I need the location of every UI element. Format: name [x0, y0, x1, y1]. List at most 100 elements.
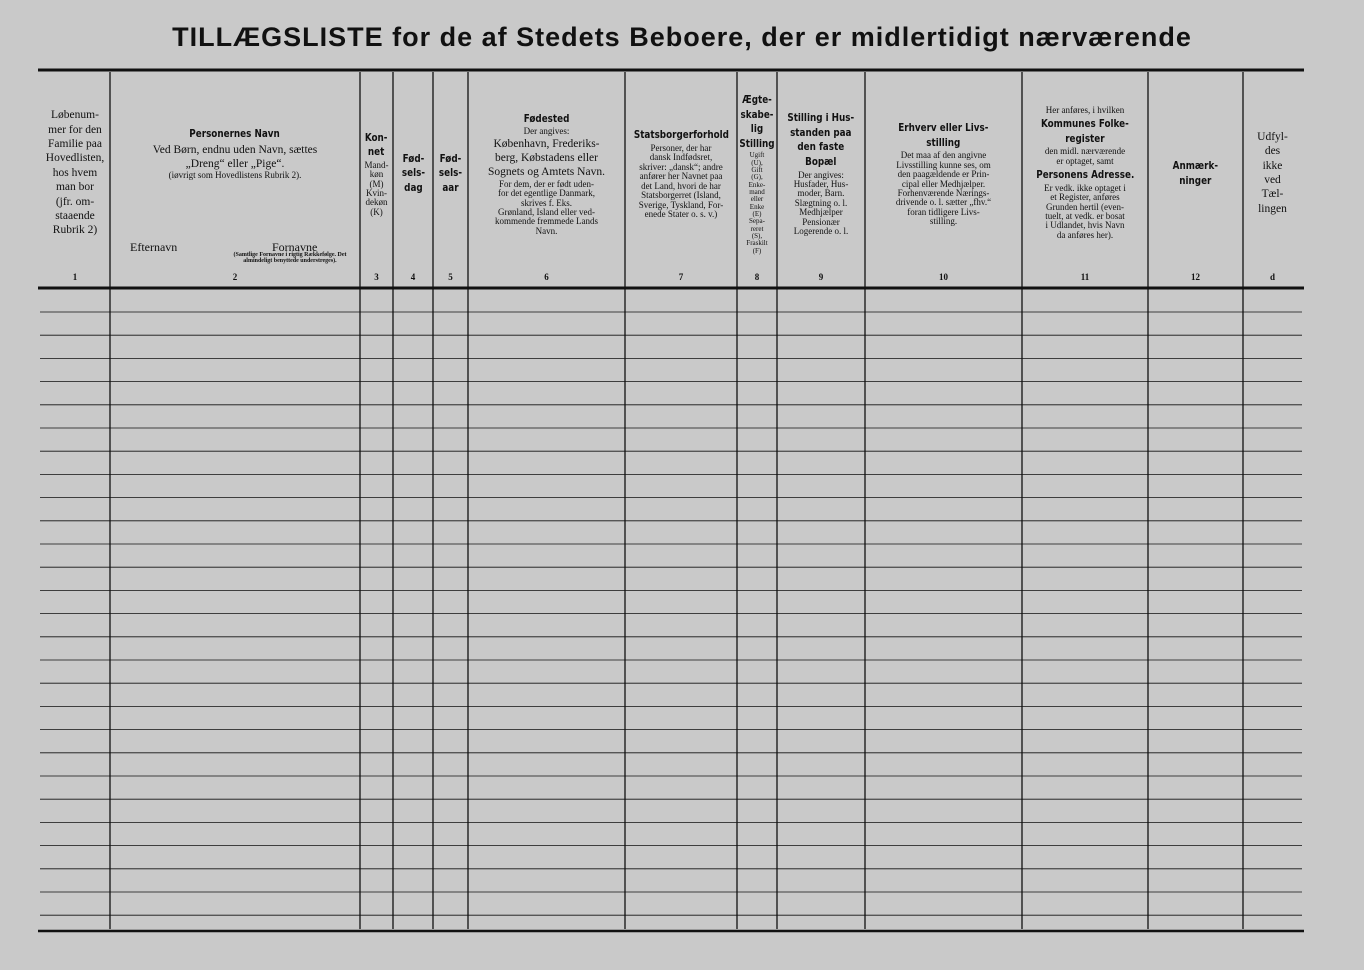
header-text: Ugift	[749, 151, 765, 160]
header-text: Tæl-	[1261, 188, 1284, 201]
header-part: Kommunes Folke-register	[1030, 115, 1140, 147]
column-number: 10	[939, 272, 948, 282]
header-text: sels-	[438, 166, 463, 180]
header-part: Her anføres, i hvilken	[1045, 104, 1125, 115]
header-text: staaende	[55, 209, 95, 222]
header-text: Grunden hertil (even-	[1046, 201, 1124, 212]
header-text: Bopæl	[805, 155, 837, 169]
column-number: 6	[544, 272, 549, 282]
header-text: for det egentlige Danmark,	[498, 188, 595, 199]
surname-label: Efternavn	[130, 240, 178, 254]
header-text: (G),	[751, 173, 763, 182]
header-part: Fød-sels-aar	[436, 150, 465, 197]
header-text: stilling.	[929, 216, 958, 227]
header-text: Gift	[751, 165, 763, 174]
header-part: Udfyl-des ikke ved Tæl-lingen	[1257, 130, 1288, 216]
header-text: Kvin-	[366, 188, 387, 199]
header-text: aar	[442, 180, 459, 194]
header-text: den midl. nærværende	[1044, 146, 1126, 157]
header-part: Mand-køn (M) Kvin-dekøn (K)	[364, 159, 389, 218]
header-text: Sverige, Tyskland, For-	[638, 199, 724, 210]
header-part: Erhverv eller Livs-stilling	[887, 119, 1000, 151]
header-text: er optaget, samt	[1056, 155, 1114, 166]
header-text: et Register, anføres	[1050, 192, 1120, 203]
header-text: Navn.	[535, 225, 558, 236]
header-text: Anmærk-	[1172, 158, 1219, 172]
header-text: mer for den	[48, 123, 102, 136]
header-text: Logerende o. l.	[793, 226, 849, 237]
header-text: Her anføres, i hvilken	[1045, 104, 1125, 115]
header-text: cipal eller Medhjælper.	[901, 178, 986, 189]
header-text: „Dreng“ eller „Pige“.	[185, 158, 285, 171]
header-text: Personens Adresse.	[1035, 168, 1135, 182]
header-part: Personernes Navn	[178, 125, 291, 143]
header-text: (K)	[370, 206, 383, 217]
header-text: (jfr. om-	[55, 195, 95, 208]
header-text: Livsstilling kunne ses, om	[896, 159, 991, 170]
header-text: mand	[749, 187, 765, 196]
header-text: ved	[1264, 174, 1281, 186]
header-text: (M)	[369, 178, 384, 189]
header-text: skrives f. Eks.	[521, 197, 572, 208]
header-text: Ved Børn, endnu uden Navn, sættes	[152, 143, 318, 156]
header-text: moder, Barn.	[797, 188, 845, 199]
column-number: 2	[232, 272, 238, 282]
header-text: Det maa af den angivne	[900, 150, 987, 161]
header-part: Personer, der har dansk Indfødsret, skrive…	[638, 143, 724, 220]
header-part: Ugift (U), Gift (G), Enke-mand eller Enke (E) Se…	[746, 151, 768, 255]
header-text: (iøvrigt som Hovedlistens Rubrik 2).	[168, 170, 302, 181]
header-text: Fød-	[402, 151, 424, 165]
header-text: Stilling i Hus-	[787, 111, 855, 125]
header-text: den paagældende er Prin-	[897, 169, 990, 180]
header-text: Slægtning o. l.	[794, 197, 848, 208]
header-part: (iøvrigt som Hovedlistens Rubrik 2).	[168, 170, 302, 181]
header-text: register	[1065, 131, 1105, 145]
column-header: Statsborgerforhold Personer, der har dansk…	[625, 78, 737, 268]
header-text: Stilling	[739, 136, 775, 150]
header-text: (U),	[751, 158, 763, 167]
header-text: Medhjælper	[799, 207, 843, 218]
column-number: d	[1269, 272, 1275, 282]
header-text: Husfader, Hus-	[793, 179, 849, 189]
header-part: Fødested	[518, 110, 575, 128]
header-text: hos hvem	[52, 166, 98, 179]
header-text: køn	[369, 169, 384, 180]
header-part: Der angives:	[523, 126, 570, 137]
header-part: Stilling i Hus-standen paa den faste Bopæl	[779, 109, 863, 170]
header-text: Ægte-	[742, 93, 772, 106]
column-header: Ægte-skabe-lig Stilling Ugift (U), Gift (G), E…	[737, 78, 777, 268]
header-part: Anmærk-ninger	[1167, 157, 1224, 189]
column-number: 5	[448, 272, 453, 282]
header-text: Statsborgerforhold	[633, 128, 729, 142]
header-text: foran tidligere Livs-	[907, 206, 980, 217]
header-text: Hovedlisten,	[45, 152, 105, 165]
column-header: Her anføres, i hvilken Kommunes Folke-reg…	[1022, 78, 1148, 268]
header-part: Løbenum-mer for den Familie paa Hovedliste…	[46, 108, 104, 237]
header-text: tuelt, at vedk. er bosat	[1045, 210, 1125, 221]
header-text: drivende o. l. sætter „fhv.“	[895, 197, 992, 208]
header-text: Erhverv eller Livs-	[898, 121, 989, 135]
header-text: (E)	[752, 209, 762, 218]
header-text: lig	[750, 122, 764, 136]
header-text: København, Frederiks-	[493, 137, 600, 150]
firstname-note: (Samtlige Fornavne i rigtig Rækkefølge. …	[233, 252, 347, 264]
header-text: Der angives:	[798, 169, 844, 180]
column-header: Stilling i Hus-standen paa den faste Bopæl…	[777, 78, 865, 268]
header-text: Sognets og Amtets Navn.	[488, 166, 605, 179]
header-text: Fraskilt	[746, 239, 768, 248]
header-part: Personens Adresse.	[1024, 166, 1147, 184]
header-text: dekøn	[365, 197, 388, 208]
header-text: Grønland, Island eller ved-	[498, 207, 595, 218]
header-part: Ægte-skabe-lig Stilling	[737, 91, 777, 152]
header-text: Der angives:	[523, 126, 570, 137]
header-part: Det maa af den angivne Livsstilling kunne…	[895, 150, 992, 227]
header-text: Fød-	[439, 151, 462, 165]
header-text: anfører her Navnet paa	[639, 171, 723, 182]
header-text: (S),	[751, 231, 763, 240]
header-text: reret	[750, 224, 764, 233]
header-text: Fødested	[523, 111, 570, 125]
header-text: Løbenum-	[51, 109, 99, 122]
header-text: Mand-	[364, 159, 389, 170]
header-text: Kommunes Folke-	[1041, 117, 1129, 131]
